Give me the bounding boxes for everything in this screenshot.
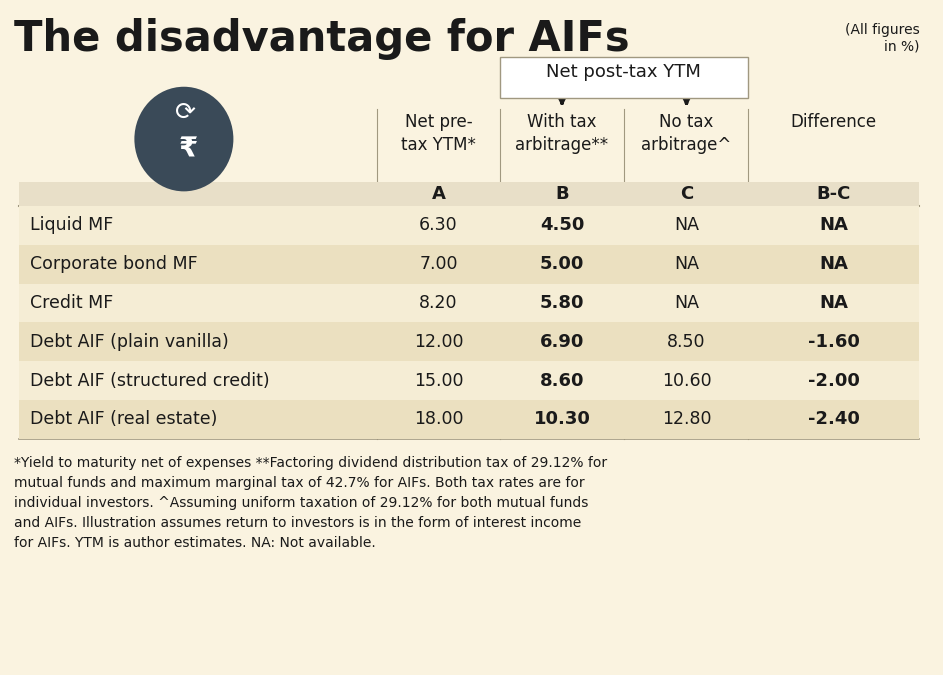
Text: 6.90: 6.90 xyxy=(539,333,585,351)
Text: -2.00: -2.00 xyxy=(807,371,860,389)
Text: B-C: B-C xyxy=(817,185,851,203)
Text: NA: NA xyxy=(819,294,848,312)
Text: A: A xyxy=(432,185,445,203)
Text: Credit MF: Credit MF xyxy=(30,294,113,312)
Text: 12.00: 12.00 xyxy=(414,333,463,351)
Text: 10.30: 10.30 xyxy=(534,410,590,429)
Text: NA: NA xyxy=(819,255,848,273)
Text: NA: NA xyxy=(674,216,699,234)
Text: ⟳: ⟳ xyxy=(175,101,196,126)
Text: 5.80: 5.80 xyxy=(539,294,585,312)
Text: 6.30: 6.30 xyxy=(420,216,457,234)
Text: 7.00: 7.00 xyxy=(420,255,457,273)
Text: *Yield to maturity net of expenses **Factoring dividend distribution tax of 29.1: *Yield to maturity net of expenses **Fac… xyxy=(14,456,607,550)
Text: (All figures
in %): (All figures in %) xyxy=(845,23,919,53)
Text: 8.60: 8.60 xyxy=(539,371,585,389)
Text: 15.00: 15.00 xyxy=(414,371,463,389)
Text: 5.00: 5.00 xyxy=(539,255,585,273)
Text: 8.50: 8.50 xyxy=(668,333,705,351)
Text: The disadvantage for AIFs: The disadvantage for AIFs xyxy=(14,18,630,60)
Text: Debt AIF (plain vanilla): Debt AIF (plain vanilla) xyxy=(30,333,229,351)
Text: C: C xyxy=(680,185,693,203)
Text: Corporate bond MF: Corporate bond MF xyxy=(30,255,198,273)
Text: Net pre-
tax YTM*: Net pre- tax YTM* xyxy=(401,113,476,155)
Text: Liquid MF: Liquid MF xyxy=(30,216,113,234)
Text: B: B xyxy=(555,185,569,203)
Text: Difference: Difference xyxy=(790,113,877,131)
Text: 4.50: 4.50 xyxy=(539,216,585,234)
Text: NA: NA xyxy=(674,294,699,312)
Text: With tax
arbitrage**: With tax arbitrage** xyxy=(516,113,608,155)
Text: Debt AIF (real estate): Debt AIF (real estate) xyxy=(30,410,218,429)
Text: Debt AIF (structured credit): Debt AIF (structured credit) xyxy=(30,371,270,389)
Text: NA: NA xyxy=(819,216,848,234)
Text: 10.60: 10.60 xyxy=(662,371,711,389)
Text: No tax
arbitrage^: No tax arbitrage^ xyxy=(641,113,732,155)
Text: NA: NA xyxy=(674,255,699,273)
Text: 18.00: 18.00 xyxy=(414,410,463,429)
Text: -1.60: -1.60 xyxy=(807,333,860,351)
Text: 8.20: 8.20 xyxy=(420,294,457,312)
Text: Net post-tax YTM: Net post-tax YTM xyxy=(546,63,702,82)
Text: -2.40: -2.40 xyxy=(807,410,860,429)
Text: ₹: ₹ xyxy=(179,135,198,163)
Text: 12.80: 12.80 xyxy=(662,410,711,429)
